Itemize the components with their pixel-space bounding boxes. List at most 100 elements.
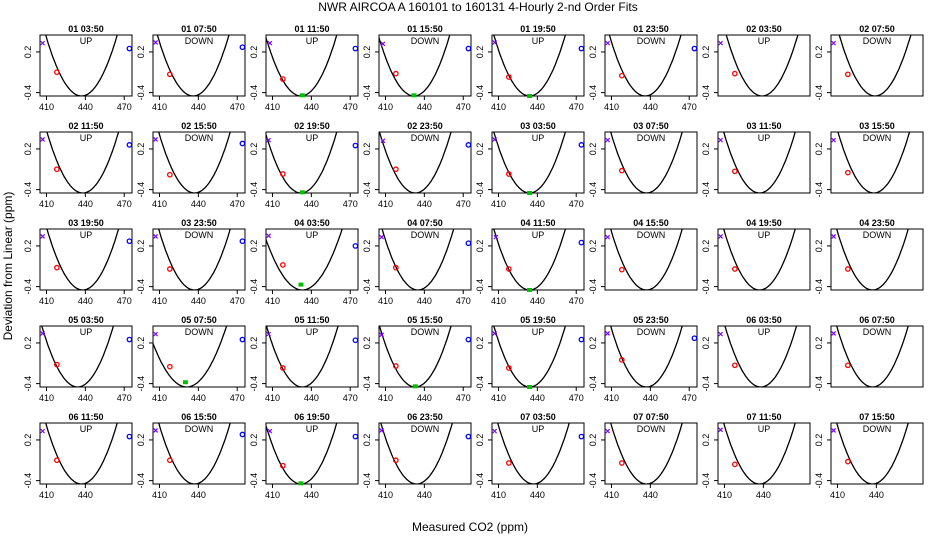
data-point [166, 71, 173, 78]
x-tick-label: 410 [491, 393, 506, 403]
x-tick-label: 440 [643, 393, 658, 403]
panel: 02 07:50 DOWN -0.4 0.2 [814, 24, 924, 100]
panel: 06 11:50 UP -0.4 0.2 410 440 [23, 412, 133, 500]
panel-title: 02 11:50 [68, 121, 103, 131]
panel-title: 03 07:50 [633, 121, 669, 131]
data-point [279, 76, 286, 82]
data-point [691, 335, 698, 342]
x-tick-label: 470 [230, 199, 245, 209]
data-point [352, 433, 359, 440]
y-tick-label: -0.4 [814, 279, 824, 295]
y-tick-label: -0.4 [588, 182, 598, 198]
y-tick-label: -0.4 [23, 376, 33, 392]
data-point [731, 266, 738, 272]
y-tick-label: -0.4 [249, 376, 259, 392]
data-point [267, 40, 273, 46]
panel-frame [830, 325, 924, 388]
y-tick-label: -0.4 [249, 279, 259, 295]
data-point [844, 169, 851, 176]
fit-curve [497, 423, 570, 484]
fit-curve [266, 326, 339, 387]
panel-title: 04 19:50 [746, 218, 782, 228]
y-tick-label: 0.2 [475, 143, 485, 156]
data-point [578, 239, 585, 246]
y-tick-label: -0.4 [362, 85, 372, 101]
fit-curve [45, 423, 118, 484]
y-tick-label: -0.4 [23, 182, 33, 198]
y-tick-label: 0.2 [23, 337, 33, 350]
data-point [153, 40, 159, 45]
panel-title: 03 19:50 [68, 218, 104, 228]
x-tick-label: 440 [78, 102, 93, 112]
data-point [492, 137, 498, 142]
data-point [831, 234, 837, 239]
panel-frame [491, 325, 585, 388]
direction-label: DOWN [185, 230, 214, 240]
x-tick-label: 470 [343, 296, 358, 306]
y-tick-label: 0.2 [814, 337, 824, 350]
data-point [126, 336, 133, 343]
x-tick-label: 440 [191, 199, 206, 209]
fit-curve [493, 35, 567, 96]
data-point [379, 332, 385, 338]
fit-curve [610, 229, 683, 290]
panel-title: 03 15:50 [859, 121, 895, 131]
data-point [279, 262, 286, 268]
data-point [718, 234, 724, 239]
direction-label: DOWN [185, 36, 214, 46]
data-point [691, 45, 698, 52]
x-tick-label: 440 [191, 393, 206, 403]
direction-label: UP [532, 36, 545, 46]
data-point [844, 362, 851, 369]
direction-label: UP [306, 327, 319, 337]
fit-curve [45, 35, 118, 96]
data-point [380, 138, 386, 144]
x-tick-label: 410 [491, 296, 506, 306]
x-tick-label: 470 [456, 199, 471, 209]
data-point [527, 288, 533, 292]
fit-curve [608, 35, 682, 96]
data-point [153, 234, 159, 239]
y-tick-label: 0.2 [362, 434, 372, 447]
x-tick-label: 440 [417, 296, 432, 306]
y-tick-label: 0.2 [701, 434, 711, 447]
panel: 04 15:50 DOWN -0.4 0.2 [588, 218, 698, 294]
panel-title: 05 19:50 [520, 315, 556, 325]
x-tick-label: 440 [869, 490, 884, 500]
y-tick-label: -0.4 [136, 473, 146, 489]
data-point [731, 362, 738, 369]
panel-grid: 01 03:50 UP -0.4 0.2 410 440 470 01 07:50 DOWN -0… [23, 24, 924, 500]
y-tick-label: 0.2 [588, 434, 598, 447]
data-point [465, 45, 472, 52]
panel: 07 07:50 DOWN -0.4 0.2 410 440 [588, 412, 698, 500]
direction-label: UP [306, 36, 319, 46]
direction-label: UP [306, 424, 319, 434]
y-tick-label: 0.2 [136, 337, 146, 350]
panel-title: 07 11:50 [746, 412, 781, 422]
panel-frame [378, 34, 472, 97]
x-tick-label: 440 [643, 490, 658, 500]
data-point [718, 137, 724, 143]
x-tick-label: 410 [152, 199, 167, 209]
x-tick-label: 470 [230, 296, 245, 306]
y-tick-label: 0.2 [475, 434, 485, 447]
y-tick-label: 0.2 [362, 337, 372, 350]
data-point [731, 461, 738, 468]
x-tick-label: 470 [343, 199, 358, 209]
direction-label: DOWN [411, 424, 440, 434]
data-point [831, 40, 837, 46]
x-tick-label: 440 [78, 199, 93, 209]
x-tick-label: 410 [39, 393, 54, 403]
data-point [40, 331, 46, 336]
x-tick-label: 410 [152, 393, 167, 403]
panel-frame [39, 34, 133, 97]
y-tick-label: -0.4 [701, 85, 711, 101]
panel-frame [378, 228, 472, 291]
panel: 01 15:50 DOWN -0.4 0.2 410 440 470 [362, 24, 472, 112]
x-tick-label: 470 [456, 102, 471, 112]
panel: 02 23:50 DOWN -0.4 0.2 410 440 470 [362, 121, 472, 209]
x-tick-label: 470 [343, 393, 358, 403]
direction-label: UP [306, 230, 319, 240]
y-tick-label: -0.4 [814, 473, 824, 489]
data-point [831, 137, 837, 143]
